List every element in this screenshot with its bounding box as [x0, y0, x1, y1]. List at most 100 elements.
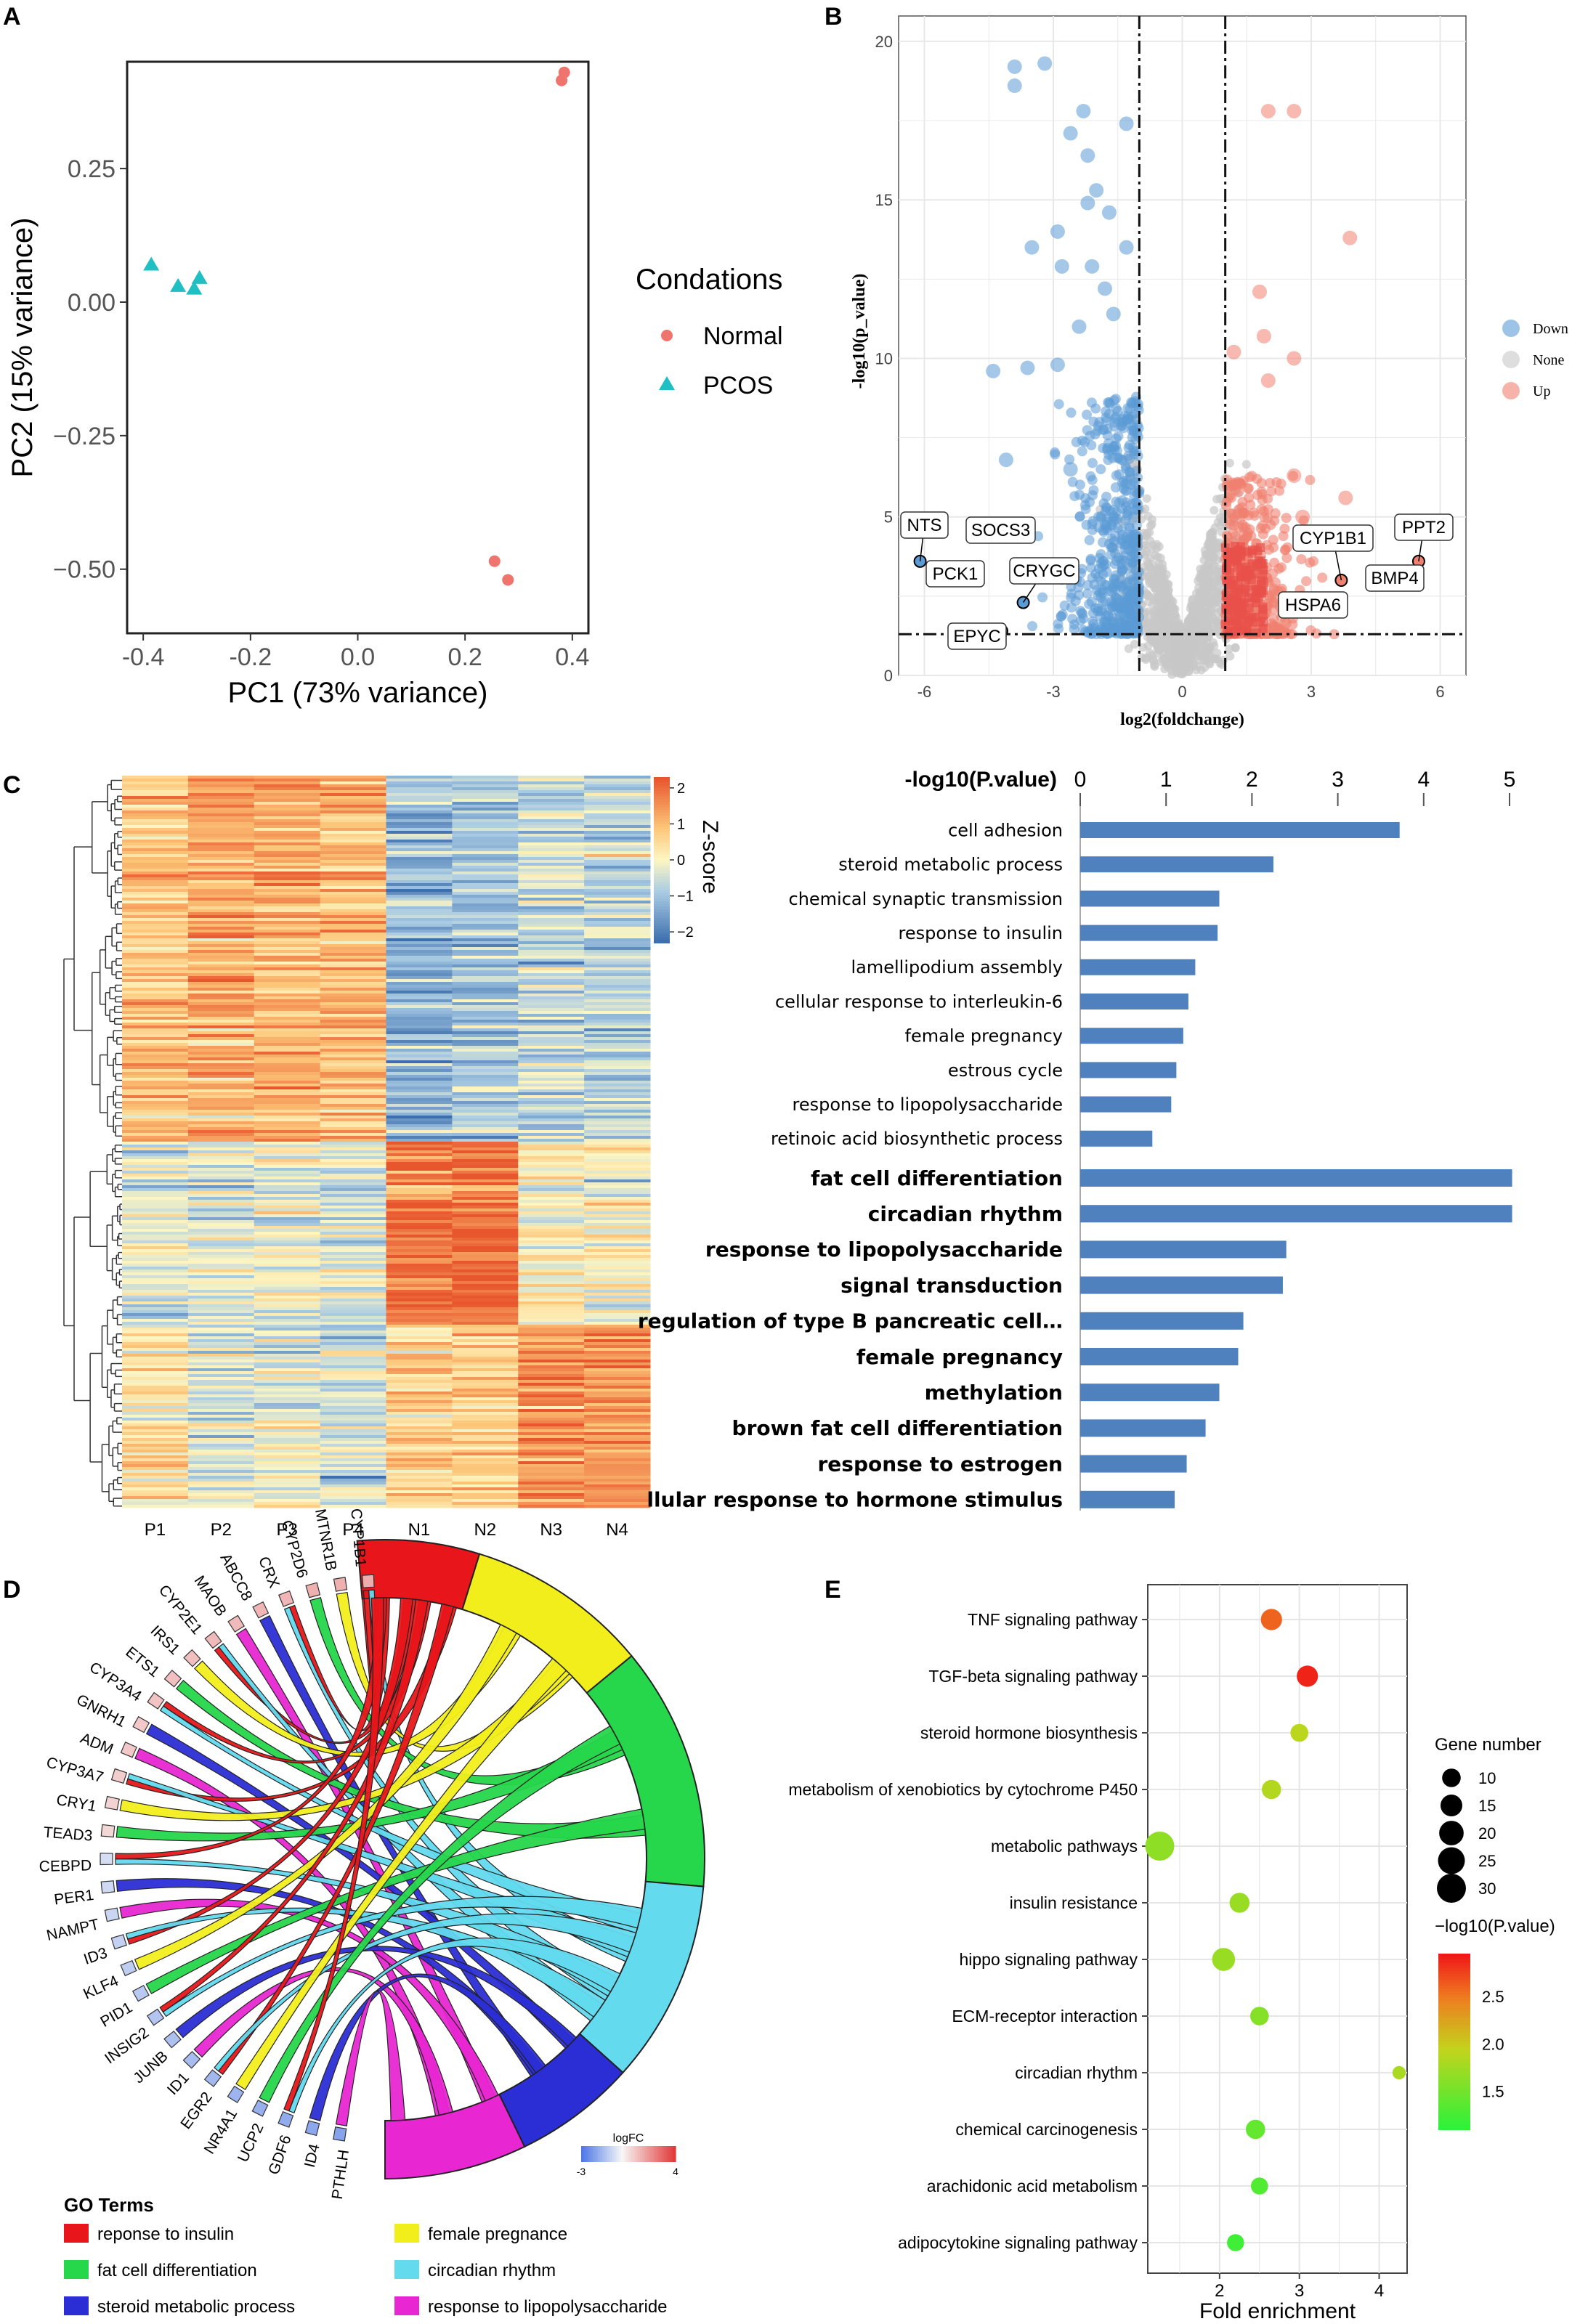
heatmap-cell — [452, 1107, 519, 1110]
heatmap-cell — [187, 1104, 255, 1108]
heatmap-cell — [584, 1429, 651, 1433]
point-up-dense — [1225, 558, 1235, 567]
heatmap-cell — [452, 831, 519, 834]
heatmap-cell — [187, 1002, 255, 1006]
heatmap-cell — [452, 1461, 519, 1465]
point-up — [1305, 625, 1316, 635]
heatmap-cell — [584, 1159, 651, 1163]
heatmap-cell — [452, 1290, 519, 1293]
heatmap-cell — [320, 834, 386, 837]
heatmap-cell — [452, 1145, 519, 1148]
heatmap-cell — [320, 918, 386, 922]
heatmap-cell — [518, 1360, 585, 1363]
point-none — [1213, 609, 1223, 618]
point-up — [1285, 629, 1296, 640]
heatmap-cell — [122, 1240, 189, 1244]
heatmap-cell — [187, 996, 255, 1000]
heatmap-cell — [584, 1150, 651, 1154]
x-axis-title: log2(foldchange) — [1120, 710, 1244, 729]
heatmap-cell — [584, 1371, 651, 1375]
heatmap-cell — [452, 1017, 519, 1020]
point-down — [1080, 148, 1095, 163]
heatmap-cell — [386, 1020, 453, 1023]
heatmap-cell — [518, 953, 585, 956]
heatmap-cell — [254, 1275, 321, 1279]
heatmap-cell — [584, 880, 651, 884]
point-up-dense — [1257, 605, 1267, 614]
heatmap-cell — [122, 1299, 189, 1302]
heatmap-cell — [452, 979, 519, 983]
heatmap-cell — [386, 1200, 453, 1203]
heatmap-cell — [122, 1357, 189, 1360]
heatmap-cell — [452, 1455, 519, 1459]
heatmap-cell — [584, 1351, 651, 1354]
heatmap-cell — [518, 933, 585, 936]
heatmap-cell — [386, 1203, 453, 1206]
heatmap-cell — [320, 1223, 386, 1227]
point-none — [1205, 659, 1215, 669]
heatmap-cell — [452, 776, 519, 779]
heatmap-cell — [187, 1406, 255, 1410]
heatmap-cell — [452, 1211, 519, 1215]
heatmap-cell — [452, 1272, 519, 1276]
heatmap-cell — [386, 1098, 453, 1102]
heatmap-cell — [452, 1194, 519, 1198]
heatmap-cell — [518, 962, 585, 965]
heatmap-cell — [452, 1043, 519, 1047]
heatmap-cell — [320, 819, 386, 823]
point-none — [1155, 577, 1164, 586]
heatmap-cell — [386, 1005, 453, 1009]
heatmap-cell — [584, 1133, 651, 1137]
heatmap-cell — [386, 1348, 453, 1352]
heatmap-cell — [452, 1052, 519, 1055]
heatmap-cell — [122, 1502, 189, 1506]
point-up — [1233, 521, 1244, 532]
heatmap-cell — [452, 1240, 519, 1244]
heatmap-cell — [452, 1252, 519, 1256]
heatmap-cell — [320, 1316, 386, 1320]
heatmap-cell — [320, 781, 386, 785]
heatmap-cell — [386, 982, 453, 986]
point-up-dense — [1256, 543, 1265, 553]
heatmap-cell — [187, 1057, 255, 1061]
heatmap-cell — [518, 1473, 585, 1476]
heatmap-cell — [452, 1191, 519, 1195]
heatmap-cell — [452, 1104, 519, 1108]
x-tick-label: 0 — [1178, 683, 1186, 701]
heatmap-cell — [122, 1490, 189, 1494]
heatmap-cell — [518, 1357, 585, 1360]
heatmap-cell — [187, 1046, 255, 1049]
heatmap-cell — [122, 1101, 189, 1105]
gene-label-box — [947, 622, 1007, 650]
point-none — [1124, 644, 1133, 654]
heatmap-cell — [518, 1211, 585, 1215]
point-up-dense — [1258, 558, 1268, 568]
heatmap-cell — [386, 1464, 453, 1468]
heatmap-cell — [452, 787, 519, 791]
heatmap-cell — [122, 1116, 189, 1119]
heatmap-cell — [187, 967, 255, 971]
heatmap-cell — [518, 1107, 585, 1110]
heatmap-cell — [452, 796, 519, 800]
heatmap-cell — [386, 1269, 453, 1273]
gene-label-bmp4: BMP4 — [1371, 569, 1418, 588]
heatmap-cell — [320, 1179, 386, 1183]
heatmap-cell — [452, 1333, 519, 1337]
heatmap-cell — [584, 1116, 651, 1119]
heatmap-cell — [122, 1368, 189, 1372]
heatmap-cell — [584, 848, 651, 852]
heatmap-cell — [187, 1299, 255, 1302]
heatmap-cell — [386, 1484, 453, 1488]
heatmap-cell — [386, 1450, 453, 1453]
heatmap-cell — [518, 1458, 585, 1462]
heatmap-cell — [122, 842, 189, 846]
heatmap-cell — [386, 994, 453, 997]
heatmap-cell — [584, 892, 651, 895]
heatmap-cell — [187, 921, 255, 925]
heatmap-cell — [518, 1423, 585, 1427]
heatmap-cell — [187, 810, 255, 814]
heatmap-cell — [254, 883, 321, 887]
heatmap-cell — [254, 1269, 321, 1273]
heatmap-cell — [518, 816, 585, 820]
point-up-dense — [1244, 585, 1254, 595]
